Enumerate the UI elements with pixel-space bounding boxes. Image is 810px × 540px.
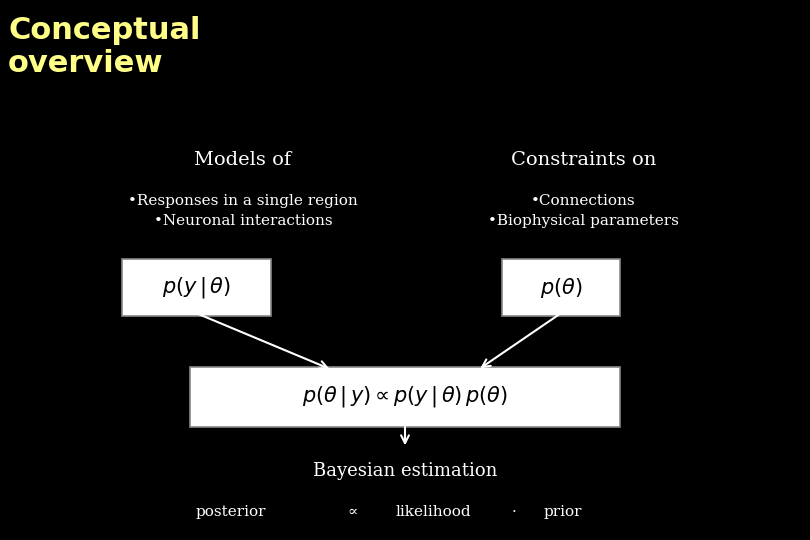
Text: Models of: Models of [194, 151, 292, 169]
Text: $p(\theta\,|\,y) \propto p(y\,|\,\theta)\,p(\theta)$: $p(\theta\,|\,y) \propto p(y\,|\,\theta)… [302, 384, 508, 409]
Text: Conceptual
overview: Conceptual overview [8, 16, 201, 78]
Text: •Responses in a single region
•Neuronal interactions: •Responses in a single region •Neuronal … [128, 194, 358, 228]
Text: prior: prior [544, 505, 582, 519]
Text: Constraints on: Constraints on [510, 151, 656, 169]
Text: •Connections
•Biophysical parameters: •Connections •Biophysical parameters [488, 194, 679, 228]
Text: $p(y\,|\,\theta)$: $p(y\,|\,\theta)$ [162, 275, 231, 300]
Text: ∝: ∝ [347, 505, 357, 519]
Text: $p(\theta)$: $p(\theta)$ [539, 275, 582, 300]
FancyBboxPatch shape [122, 259, 271, 316]
FancyBboxPatch shape [190, 367, 620, 427]
Text: likelihood: likelihood [395, 505, 471, 519]
FancyBboxPatch shape [502, 259, 620, 316]
Text: posterior: posterior [195, 505, 266, 519]
Text: Bayesian estimation: Bayesian estimation [313, 462, 497, 480]
Text: ·: · [512, 505, 517, 519]
